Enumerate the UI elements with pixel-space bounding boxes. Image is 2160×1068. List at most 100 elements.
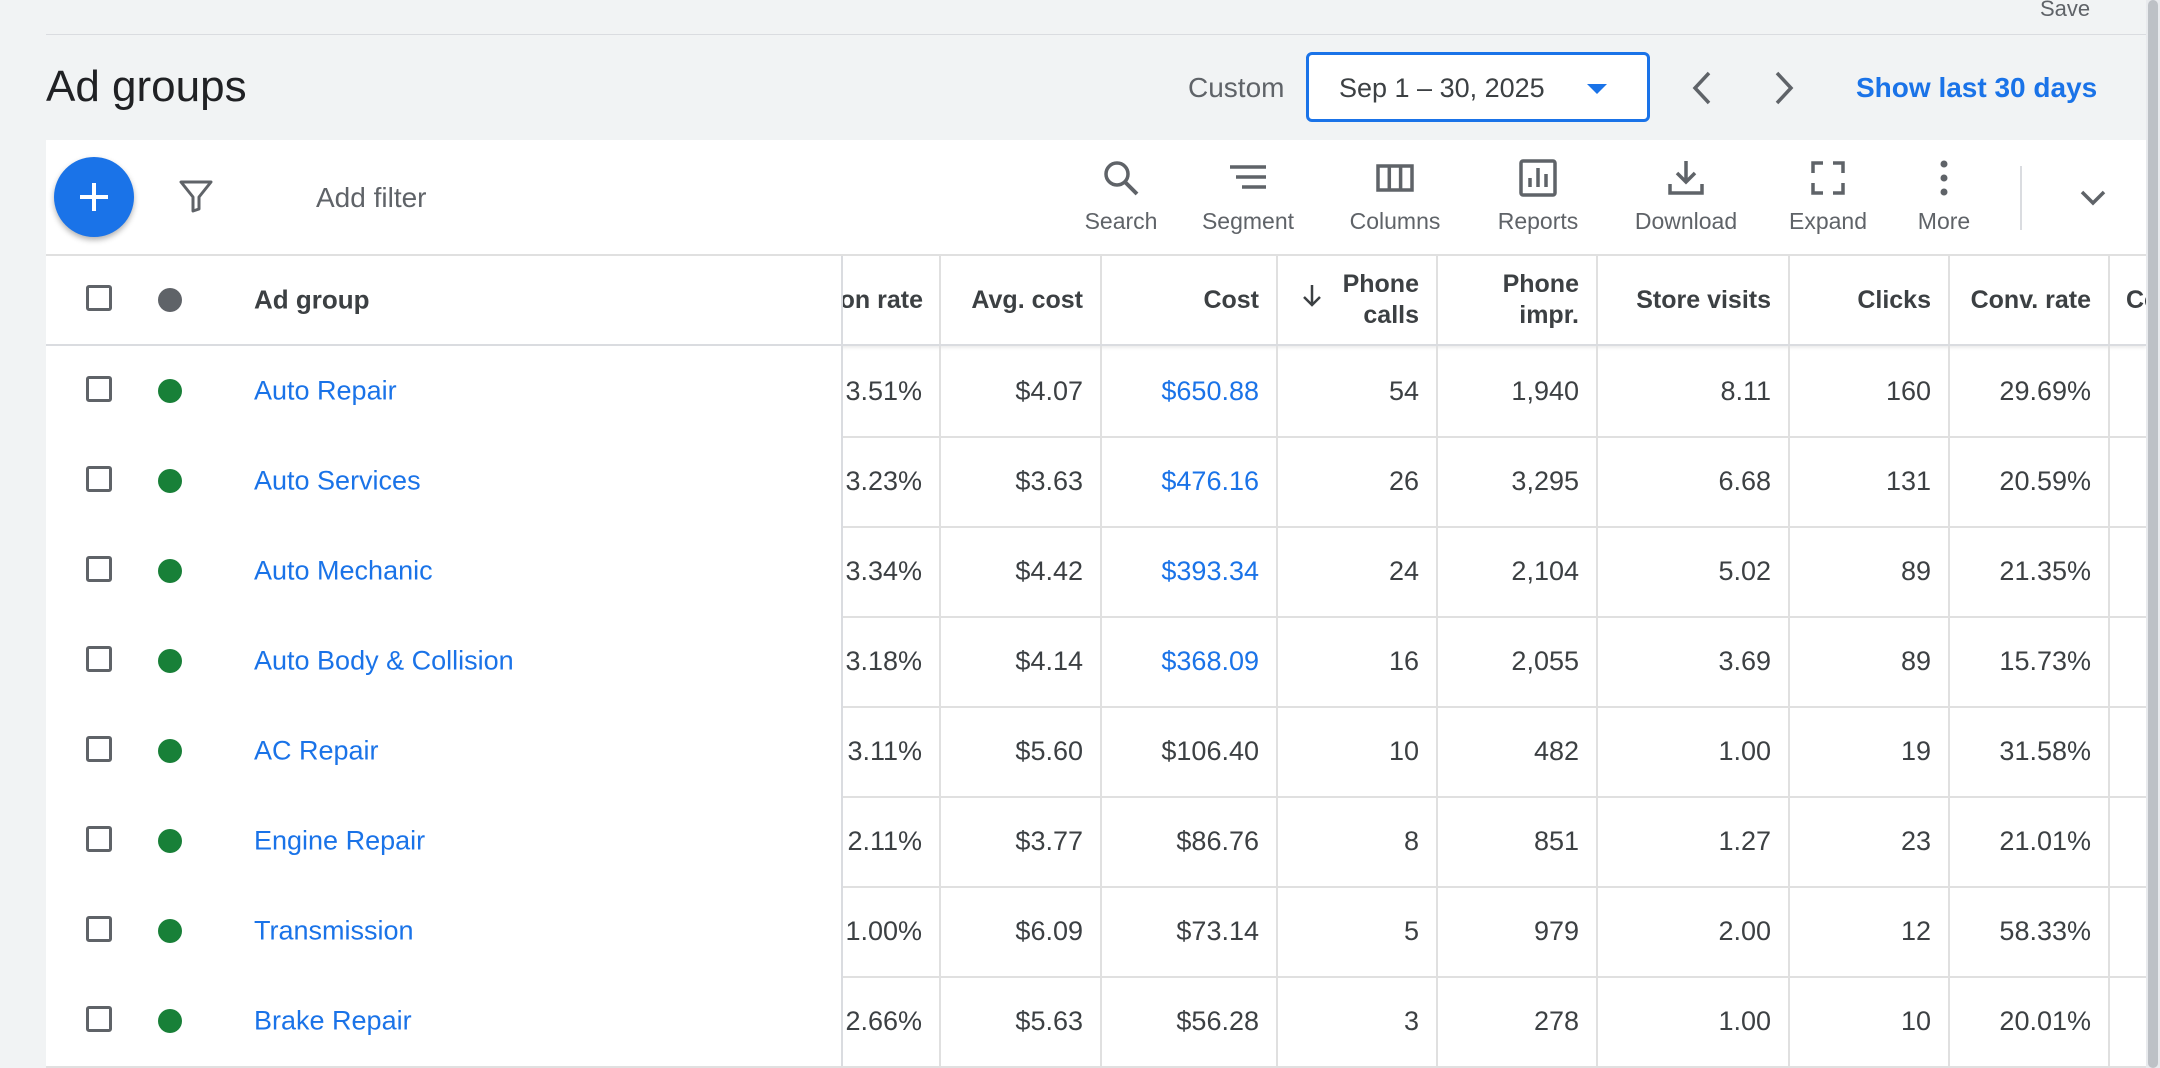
interaction-rate-cell: 3.11%	[847, 735, 922, 766]
store-visits-cell: 8.11	[1596, 346, 1788, 436]
avg-cost-cell: $5.60	[939, 706, 1100, 796]
phone-calls-cell: 10	[1276, 706, 1436, 796]
add-filter-input[interactable]: Add filter	[316, 182, 427, 213]
conv-rate-cell: 20.59%	[1948, 436, 2108, 526]
column-header-cost[interactable]: Cost	[1100, 256, 1276, 344]
column-header-phone-calls[interactable]: Phone calls	[1276, 256, 1436, 344]
ad-group-name-link[interactable]: Auto Repair	[254, 375, 397, 406]
ad-group-name-link[interactable]: Auto Body & Collision	[254, 645, 514, 676]
interaction-rate-cell: 3.34%	[845, 555, 922, 586]
avg-cost-cell: $4.07	[939, 346, 1100, 436]
enabled-status-icon[interactable]	[158, 1009, 182, 1033]
interaction-rate-header-label: raction rate	[841, 285, 923, 314]
previous-period-button[interactable]	[1682, 66, 1722, 110]
interaction-rate-cell: 3.51%	[845, 375, 922, 406]
row-checkbox[interactable]	[86, 826, 112, 852]
next-column-cell	[2108, 616, 2146, 706]
column-header-avg-cost[interactable]: Avg. cost	[939, 256, 1100, 344]
phone-impr-cell: 2,104	[1436, 526, 1596, 616]
row-checkbox[interactable]	[86, 376, 112, 402]
column-header-phone-impr[interactable]: Phone impr.	[1436, 256, 1596, 344]
column-header-interaction-rate[interactable]: raction rate	[841, 256, 939, 344]
ad-group-name-link[interactable]: Auto Services	[254, 465, 421, 496]
conv-rate-header-label: Conv. rate	[1970, 285, 2091, 314]
cost-cell[interactable]: $650.88	[1100, 346, 1276, 436]
enabled-status-icon[interactable]	[158, 469, 182, 493]
cost-cell[interactable]: $368.09	[1100, 616, 1276, 706]
interaction-rate-cell: 2.66%	[845, 1005, 922, 1036]
phone-impr-cell: 2,055	[1436, 616, 1596, 706]
column-header-conv-rate[interactable]: Conv. rate	[1948, 256, 2108, 344]
next-period-button[interactable]	[1764, 66, 1804, 110]
phone-calls-header-label: Phone calls	[1342, 270, 1419, 329]
show-last-30-days-button[interactable]: Show last 30 days	[1856, 72, 2098, 103]
save-link[interactable]: Save	[2040, 0, 2091, 21]
avg-cost-cell: $3.77	[939, 796, 1100, 886]
frozen-header-columns: Ad group	[46, 256, 843, 344]
clicks-cell: 160	[1788, 346, 1948, 436]
column-header-next[interactable]: Co	[2108, 256, 2146, 344]
store-visits-cell: 5.02	[1596, 526, 1788, 616]
ad-group-name-link[interactable]: Brake Repair	[254, 1005, 412, 1036]
chevron-right-icon	[1775, 71, 1794, 105]
enabled-status-icon[interactable]	[158, 739, 182, 763]
top-divider	[46, 34, 2150, 35]
reports-tool-button[interactable]: Reports	[1476, 158, 1600, 248]
expand-tool-button[interactable]: Expand	[1776, 158, 1880, 248]
page-title: Ad groups	[46, 62, 247, 111]
date-range-picker[interactable]: Sep 1 – 30, 2025	[1306, 52, 1650, 122]
enabled-status-icon[interactable]	[158, 829, 182, 853]
frozen-row-columns: Auto Body & Collision	[46, 616, 843, 706]
next-column-cell	[2108, 526, 2146, 616]
avg-cost-cell: $4.14	[939, 616, 1100, 706]
phone-calls-cell: 16	[1276, 616, 1436, 706]
phone-calls-cell: 24	[1276, 526, 1436, 616]
cost-cell[interactable]: $393.34	[1100, 526, 1276, 616]
collapse-toolbar-button[interactable]	[2076, 180, 2110, 219]
row-checkbox[interactable]	[86, 916, 112, 942]
cost-header-label: Cost	[1203, 285, 1259, 314]
next-column-cell	[2108, 796, 2146, 886]
column-header-ad-group[interactable]: Ad group	[254, 284, 370, 315]
vertical-scrollbar-thumb[interactable]	[2148, 0, 2158, 1068]
next-column-cell	[2108, 346, 2146, 436]
phone-calls-cell: 5	[1276, 886, 1436, 976]
enabled-status-icon[interactable]	[158, 919, 182, 943]
row-checkbox[interactable]	[86, 736, 112, 762]
ad-group-name-link[interactable]: AC Repair	[254, 735, 379, 766]
store-visits-cell: 1.00	[1596, 706, 1788, 796]
search-tool-button[interactable]: Search	[1058, 158, 1184, 248]
store-visits-cell: 1.00	[1596, 976, 1788, 1066]
columns-tool-button[interactable]: Columns	[1330, 158, 1460, 248]
column-header-clicks[interactable]: Clicks	[1788, 256, 1948, 344]
row-checkbox[interactable]	[86, 646, 112, 672]
avg-cost-cell: $3.63	[939, 436, 1100, 526]
filter-button[interactable]	[178, 178, 214, 219]
table-row: 3.34% $4.42 $393.34 24 2,104 5.02 89 21.35% Auto…	[46, 526, 2146, 618]
enabled-status-icon[interactable]	[158, 649, 182, 673]
row-checkbox[interactable]	[86, 1006, 112, 1032]
avg-cost-cell: $4.42	[939, 526, 1100, 616]
expand-tool-label: Expand	[1788, 208, 1867, 234]
cost-cell: $86.76	[1100, 796, 1276, 886]
column-header-store-visits[interactable]: Store visits	[1596, 256, 1788, 344]
select-all-checkbox[interactable]	[86, 285, 112, 311]
more-tool-button[interactable]: More	[1902, 158, 1986, 248]
ad-group-name-link[interactable]: Transmission	[254, 915, 414, 946]
enabled-status-icon[interactable]	[158, 379, 182, 403]
status-header-icon	[158, 288, 182, 312]
row-checkbox[interactable]	[86, 556, 112, 582]
more-tool-label: More	[1917, 208, 1971, 234]
frozen-row-columns: Brake Repair	[46, 976, 843, 1066]
add-ad-group-button[interactable]	[54, 157, 134, 237]
segment-tool-button[interactable]: Segment	[1182, 158, 1314, 248]
cost-cell[interactable]: $476.16	[1100, 436, 1276, 526]
frozen-row-columns: Auto Mechanic	[46, 526, 843, 616]
clicks-cell: 12	[1788, 886, 1948, 976]
phone-calls-cell: 54	[1276, 346, 1436, 436]
ad-group-name-link[interactable]: Engine Repair	[254, 825, 426, 856]
download-tool-button[interactable]: Download	[1616, 158, 1756, 248]
ad-group-name-link[interactable]: Auto Mechanic	[254, 555, 433, 586]
row-checkbox[interactable]	[86, 466, 112, 492]
enabled-status-icon[interactable]	[158, 559, 182, 583]
